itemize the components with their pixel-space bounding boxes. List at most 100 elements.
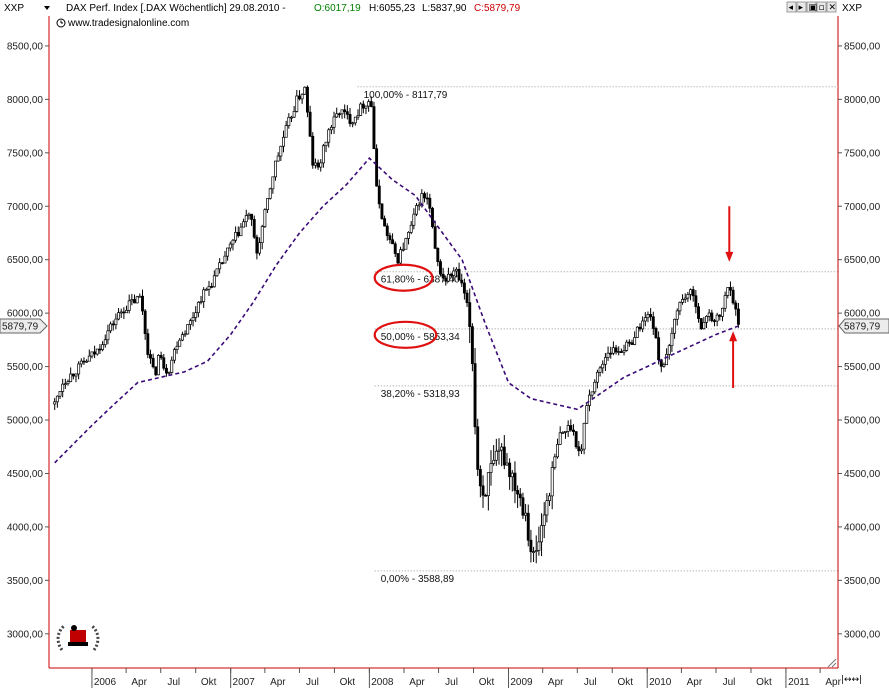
window-control-1[interactable] (796, 1, 807, 13)
y-tick-label-left: 5000,00 (7, 416, 44, 427)
candle (532, 546, 536, 563)
candle-body (383, 218, 387, 227)
candle-body (537, 541, 541, 551)
window-control-glyph-1: ▸ (799, 3, 804, 13)
candle-body (329, 127, 333, 131)
candle-body (561, 432, 565, 434)
resize-grip-icon[interactable] (827, 658, 837, 668)
candle (550, 461, 554, 510)
candle (141, 289, 144, 315)
candle-body (569, 425, 573, 431)
candle (85, 359, 89, 363)
candle-body (675, 310, 679, 320)
low-value: L:5837,90 (422, 3, 467, 14)
window-control-2[interactable] (806, 1, 817, 13)
candle-body (646, 314, 650, 319)
candle-body (691, 289, 695, 297)
candle (627, 339, 631, 347)
candle (441, 267, 445, 282)
candle-body (247, 213, 251, 216)
candle-body (114, 318, 118, 326)
candle (303, 86, 307, 95)
candle-body (375, 148, 379, 187)
candle (263, 208, 267, 229)
window-control-3[interactable] (816, 1, 827, 13)
candle (657, 331, 661, 365)
candle (162, 354, 166, 371)
candle-body (524, 512, 528, 516)
candle-body (66, 381, 70, 385)
candle (207, 280, 211, 297)
candle-body (662, 364, 666, 367)
candle-body (619, 351, 623, 353)
x-axis: 2006 Apr Jul Okt 2007 Apr Jul Okt 2008 Apr Jul Okt 2… (91, 668, 842, 688)
candle (489, 450, 493, 486)
candle (287, 113, 291, 129)
dropdown-arrow-icon[interactable] (44, 6, 50, 10)
candle (308, 105, 312, 137)
candle (494, 438, 498, 466)
x-tick-label: Jul (306, 677, 319, 688)
candle-body (385, 225, 389, 237)
candle (481, 475, 485, 508)
candle-body (425, 197, 429, 200)
y-tick-label-left: 3000,00 (7, 629, 44, 640)
window-control-0[interactable] (786, 1, 797, 13)
candle (178, 338, 182, 347)
symbol-left[interactable]: XXP (4, 3, 24, 14)
window-control-4[interactable] (826, 1, 837, 13)
x-tick-label: Apr (131, 677, 147, 688)
candle (399, 246, 403, 265)
candle (582, 422, 586, 455)
y-tick-label-left: 6000,00 (7, 309, 44, 320)
candle-body (282, 136, 285, 147)
y-tick-label-right: 3500,00 (844, 576, 881, 587)
candle-body (439, 261, 442, 275)
candle-body (260, 226, 264, 243)
x-tick-label: Apr (687, 677, 703, 688)
candle (79, 358, 83, 368)
candle-body (534, 550, 538, 552)
candle-body (154, 366, 158, 376)
candle-body (556, 444, 559, 458)
candle-body (308, 111, 312, 137)
candle-body (202, 289, 206, 302)
candle (500, 443, 504, 467)
candle (614, 344, 618, 355)
candle (109, 321, 113, 334)
candle-body (417, 204, 421, 207)
x-tick-label: Apr (548, 677, 564, 688)
candle-body (572, 429, 575, 432)
candle (572, 424, 575, 436)
candle (188, 318, 192, 330)
candle (731, 286, 735, 305)
candle (617, 346, 621, 356)
candle (638, 323, 642, 332)
candle-body (106, 330, 110, 341)
candle (646, 311, 650, 323)
candle (175, 341, 179, 354)
candle (305, 85, 309, 118)
candle (282, 130, 285, 153)
candle-body (146, 333, 150, 355)
candle (194, 306, 198, 323)
candle (279, 145, 283, 162)
candle-body (649, 314, 653, 318)
y-tick-label-right: 3000,00 (844, 629, 881, 640)
candle (702, 316, 706, 330)
candle (558, 426, 562, 445)
candle (681, 294, 685, 305)
candle-body (577, 446, 581, 452)
scroll-arrows-icon[interactable]: |↔↔| (841, 675, 862, 685)
candle-body (713, 320, 716, 322)
candle (518, 488, 522, 507)
candle-body (454, 268, 458, 272)
candle-body (319, 162, 323, 168)
candle-body (380, 203, 384, 219)
candle (726, 287, 730, 299)
candle-body (271, 176, 275, 190)
candle-body (122, 311, 126, 314)
candle-body (186, 324, 190, 335)
candle-body (268, 188, 272, 199)
